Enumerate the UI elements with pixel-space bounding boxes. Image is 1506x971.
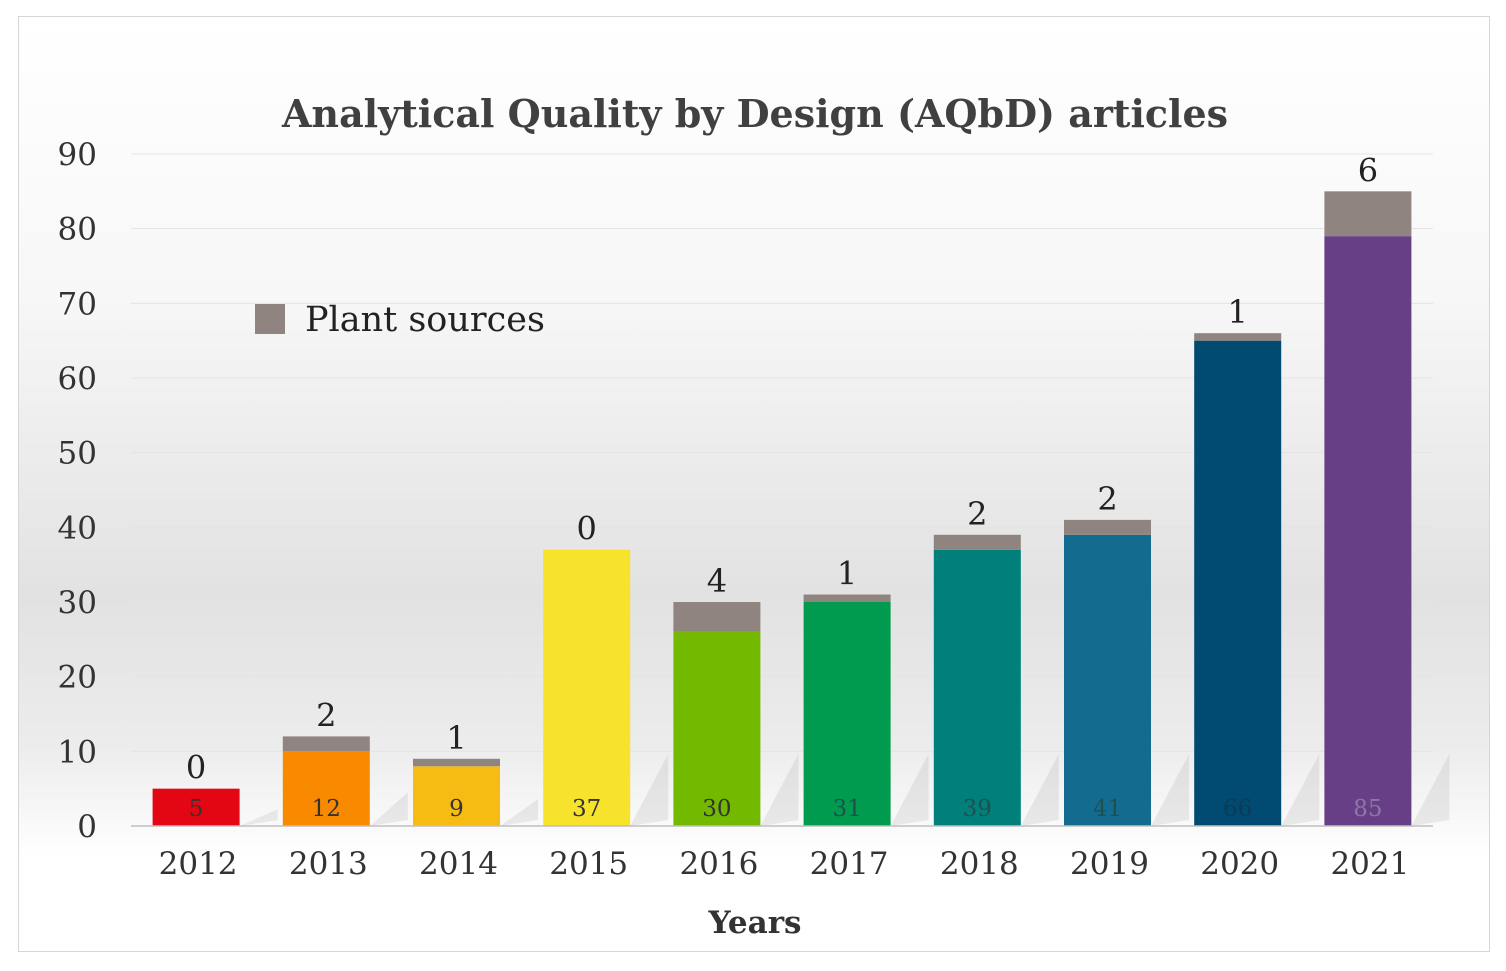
bar-shadow-2013 (369, 792, 408, 826)
bar-2020 (1194, 340, 1282, 826)
bar-shadow-2017 (890, 754, 929, 826)
plant-label-2016: 4 (707, 562, 727, 600)
total-label-2014: 9 (449, 796, 464, 822)
bar-plant-2020 (1194, 333, 1282, 341)
bar-2021 (1324, 236, 1412, 827)
total-label-2016: 30 (702, 796, 731, 822)
bar-plant-2016 (673, 602, 761, 632)
bar-shadows (239, 754, 1450, 826)
bar-2013 (282, 751, 370, 826)
y-tick-label-40: 40 (58, 510, 97, 546)
bar-2018 (933, 549, 1021, 826)
bar-plant-2017 (803, 594, 891, 602)
y-tick-label-50: 50 (58, 436, 97, 472)
x-tick-label-2016: 2016 (679, 846, 758, 882)
plant-label-2012: 0 (186, 749, 206, 787)
x-tick-label-2015: 2015 (549, 846, 628, 882)
total-label-2015: 37 (572, 796, 601, 822)
y-tick-label-70: 70 (58, 286, 97, 322)
total-label-2019: 41 (1093, 796, 1122, 822)
bar-shadow-2020 (1281, 754, 1320, 826)
x-tick-label-2014: 2014 (419, 846, 498, 882)
y-tick-label-80: 80 (58, 212, 97, 248)
bar-shadow-2014 (500, 799, 538, 826)
y-tick-label-90: 90 (58, 137, 97, 173)
bar-2017 (803, 602, 891, 826)
x-tick-label-2018: 2018 (940, 846, 1019, 882)
x-tick-label-2013: 2013 (289, 846, 368, 882)
bar-shadow-2018 (1020, 754, 1059, 826)
bar-2019 (1064, 534, 1151, 826)
y-tick-label-0: 0 (77, 809, 97, 845)
total-label-2020: 66 (1223, 796, 1252, 822)
bar-plant-2014 (413, 758, 500, 767)
bar-2016 (673, 631, 761, 826)
total-label-2013: 12 (312, 796, 341, 822)
y-tick-label-60: 60 (58, 361, 97, 397)
y-tick-label-10: 10 (58, 734, 97, 770)
bar-plant-2021 (1324, 191, 1412, 237)
x-tick-label-2020: 2020 (1200, 846, 1279, 882)
total-label-2021: 85 (1353, 796, 1382, 822)
x-axis-title: Years (707, 905, 801, 941)
plant-label-2018: 2 (967, 495, 987, 533)
x-tick-label-2012: 2012 (159, 846, 238, 882)
bar-2015 (543, 549, 631, 826)
gridlines (131, 153, 1433, 752)
plant-label-2019: 2 (1097, 480, 1117, 518)
plant-label-2014: 1 (446, 719, 466, 757)
y-tick-label-20: 20 (58, 660, 97, 696)
total-label-2018: 39 (963, 796, 992, 822)
bar-plant-2019 (1064, 519, 1151, 535)
bar-shadow-2015 (630, 754, 669, 826)
x-tick-label-2017: 2017 (810, 846, 889, 882)
total-label-2012: 5 (189, 796, 204, 822)
bars (152, 191, 1412, 827)
legend-swatch-plant-sources (255, 304, 285, 334)
bar-2012 (152, 788, 240, 826)
plant-label-2020: 1 (1228, 293, 1248, 331)
bar-shadow-2016 (760, 754, 799, 826)
bar-plant-2018 (933, 534, 1021, 550)
plant-label-2021: 6 (1358, 151, 1378, 189)
total-label-2017: 31 (832, 796, 861, 822)
x-tick-label-2019: 2019 (1070, 846, 1149, 882)
bar-plant-2013 (282, 736, 370, 752)
chart-title: Analytical Quality by Design (AQbD) arti… (281, 91, 1228, 136)
y-tick-label-30: 30 (58, 585, 97, 621)
plant-label-2015: 0 (577, 510, 597, 548)
legend-label-plant-sources: Plant sources (305, 300, 545, 340)
bar-2014 (413, 766, 500, 826)
legend: Plant sources (255, 300, 545, 340)
plant-label-2017: 1 (837, 555, 857, 593)
bar-shadow-2019 (1151, 754, 1189, 826)
plant-label-2013: 2 (316, 696, 336, 734)
chart-frame: 0 5 2 12 1 9 0 37 4 30 1 31 2 39 2 41 1 66 6 85 0 10 20 30 40 50… (18, 16, 1490, 952)
bar-shadow-2012 (239, 809, 278, 826)
x-tick-label-2021: 2021 (1330, 846, 1409, 882)
bar-shadow-2021 (1411, 754, 1450, 826)
